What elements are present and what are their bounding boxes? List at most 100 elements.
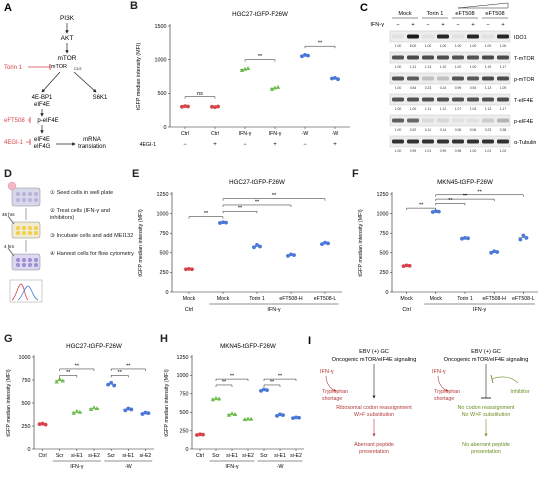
chart-h-sig-label-2: ** (270, 379, 275, 385)
chart-h-point-0-1 (198, 432, 202, 437)
chart-b-sig-label-0: ns (197, 91, 203, 97)
panel-d-workflow: D 48 hrs 4 hrs (0, 168, 134, 328)
wb-value-2-7: 1.09 (500, 86, 507, 90)
chart-b-xtick-label-4: -W (302, 131, 309, 137)
wb-band-0-3 (437, 34, 449, 39)
chart-b-point-1-0 (210, 104, 214, 109)
chart-g-point-1-0 (54, 379, 59, 384)
wb-membrane-3 (389, 93, 511, 106)
wb-value-2-3: 0.24 (440, 86, 447, 90)
node-mtor-complex: (mTOR (49, 64, 67, 70)
chart-e-xtick-label-0: Mock (183, 296, 196, 302)
panel-label-b: B (130, 0, 138, 12)
chart-e-point-0-0 (184, 267, 188, 272)
wb-value-2-0: 1.00 (395, 86, 402, 90)
wb-sign-5: + (471, 22, 474, 28)
chart-g-point-2-1 (74, 408, 80, 413)
chart-b-row2-1: + (213, 142, 217, 148)
chart-f-xtick-label-4: eFT508-L (512, 296, 535, 302)
wb-band-3-5 (467, 97, 479, 102)
chart-h-ytick-label-1: 250 (180, 428, 189, 434)
chart-b-row2-4: − (303, 142, 307, 148)
chart-e-point-1-0 (218, 221, 222, 225)
chart-b-ytick-label-1: 500 (158, 91, 167, 97)
wb-value-1-1: 1.21 (410, 65, 417, 69)
node-pi3k: PI3K (60, 15, 75, 22)
chart-g-point-6-2 (146, 411, 151, 416)
wb-membrane-2 (389, 72, 511, 85)
chart-e-xtick-label-4: eFT508-L (314, 296, 337, 302)
chart-g-xtick-label-4: Scr (107, 453, 115, 459)
wb-band-3-0 (392, 97, 404, 102)
chart-g-ytick-label-0: 0 (28, 447, 31, 453)
chart-e-ytick-label-2: 500 (160, 251, 169, 257)
model-right-no-aberrant: No aberrant peptide (462, 442, 510, 448)
wb-band-1-2 (422, 55, 434, 60)
model-right-no-wf: No W>F substitution (462, 412, 511, 418)
time-48hrs: 48 hrs (2, 212, 15, 217)
chart-e-xtick-label-1: Mock (217, 296, 230, 302)
wb-value-0-5: 1.00 (470, 44, 477, 48)
chart-g-point-3-2 (94, 406, 100, 411)
chart-h-point-3-1 (245, 416, 251, 421)
chart-f-xtick-label-2: Torin 1 (457, 296, 473, 302)
wb-value-0-6: 1.00 (485, 44, 492, 48)
chart-e-ytick-label-1: 250 (160, 270, 169, 276)
panel-label-e: E (132, 168, 140, 180)
wb-value-5-4: 0.98 (455, 149, 462, 153)
chart-e-point-2-1 (255, 243, 259, 247)
model-right-shortage: shortage (434, 396, 454, 402)
chart-f-point-0-1 (404, 263, 409, 268)
chart-f-group-label-0: Ctrl (402, 307, 410, 313)
chart-h-xtick-label-3: si-E2 (242, 453, 254, 459)
chart-f-svg: MKN45-tGFP-F26W tGFP median intensity (MF… (358, 179, 538, 313)
chart-g-sig-label-2: ** (118, 370, 123, 376)
chart-g-point-5-0 (123, 408, 128, 413)
wb-membrane-4 (389, 114, 511, 127)
chart-h-xtick-label-1: Scr (212, 453, 220, 459)
chart-f-point-4-2 (524, 236, 529, 240)
chart-h-point-4-2 (265, 388, 269, 393)
chart-b-xtick-label-3: IFN-γ (269, 131, 282, 137)
chart-b-point-0-2 (186, 104, 190, 109)
wb-sign-4: − (456, 22, 459, 28)
chart-f-ytick-label-2: 500 (380, 251, 389, 257)
chart-b-point-5-1 (333, 75, 337, 80)
panel-label-c: C (360, 2, 368, 14)
chart-g-point-0-1 (40, 421, 45, 426)
wb-rows: 1.00 8.00 1.00 1.00 1.00 1.00 1.00 1.00IDO11.00… (389, 30, 536, 153)
wb-band-4-7 (497, 118, 509, 123)
wb-band-1-6 (482, 55, 494, 60)
model-left-presentation: presentation (359, 449, 389, 455)
wb-header-mock: Mock (398, 11, 412, 17)
chart-e-point-3-2 (292, 253, 296, 258)
node-translation: translation (78, 144, 106, 150)
chart-h-ytick-label-2: 500 (180, 410, 189, 416)
chart-h-title: MKN45-tGFP-F26W (220, 343, 276, 350)
wb-band-2-5 (467, 76, 479, 81)
chart-f-sig-label-1: ** (448, 198, 453, 204)
chart-h-point-5-1 (278, 412, 282, 417)
wb-ifn-label: IFN-γ (370, 22, 384, 28)
chart-b-point-1-2 (216, 104, 220, 109)
panel-label-f: F (352, 168, 359, 180)
panel-b-chart: B HGC27-tGFP-F26W tGFP median intensity (… (128, 0, 360, 165)
wb-value-1-7: 1.17 (500, 65, 507, 69)
chart-f-point-3-0 (489, 250, 494, 255)
node-mrna: mRNA (83, 137, 101, 143)
wb-header-torin1: Torin 1 (427, 11, 444, 17)
model-left-aberrant: Aberrant peptide (354, 442, 394, 448)
wb-label-4: p-eIF4E (514, 119, 534, 125)
chart-b-point-1-1 (213, 105, 217, 110)
panel-label-g: G (4, 333, 13, 345)
workflow-steps: ① Seed cells in well plate ② Treat cells… (50, 178, 134, 269)
chart-b-point-4-1 (303, 53, 307, 57)
chart-f-ylabel: tGFP median intensity (MFI) (358, 209, 364, 277)
chart-f-xtick-label-0: Mock (400, 296, 413, 302)
wb-value-3-7: 1.17 (500, 107, 507, 111)
wb-label-5: α-Tubulin (514, 140, 536, 146)
chart-e-ytick-label-3: 750 (160, 231, 169, 237)
chart-f-ytick-label-5: 1250 (377, 192, 389, 198)
wb-value-5-6: 1.01 (485, 149, 492, 153)
wb-band-4-1 (407, 118, 419, 123)
